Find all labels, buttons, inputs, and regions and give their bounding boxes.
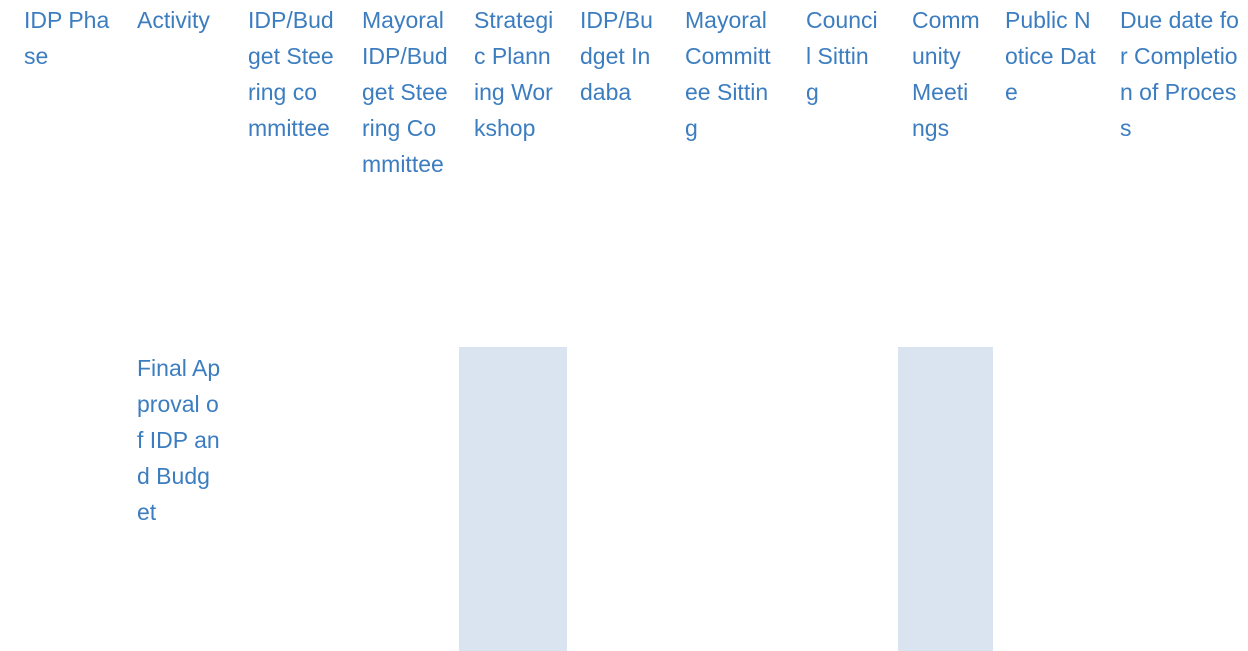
shaded-cell [459, 347, 567, 651]
activity-cell: Final Approval of IDP and Budget [137, 355, 221, 525]
shaded-cell [898, 347, 993, 651]
header-cell: IDP/Budget Steering committee [248, 7, 334, 141]
header-cell: Activity [137, 7, 210, 33]
header-cell: IDP Phase [24, 7, 110, 69]
header-cell: Strategic Planning Workshop [474, 7, 554, 141]
header-cell: Due date for Completion of Process [1120, 7, 1239, 141]
header-cell: IDP/Budget Indaba [580, 7, 653, 105]
header-cell: Council Sitting [806, 7, 878, 105]
header-cell: Mayoral Committee Sitting [685, 7, 771, 141]
header-cell: Mayoral IDP/Budget Steering Committee [362, 7, 448, 177]
header-cell: Public Notice Date [1005, 7, 1096, 105]
header-cell: Community Meetings [912, 7, 980, 141]
